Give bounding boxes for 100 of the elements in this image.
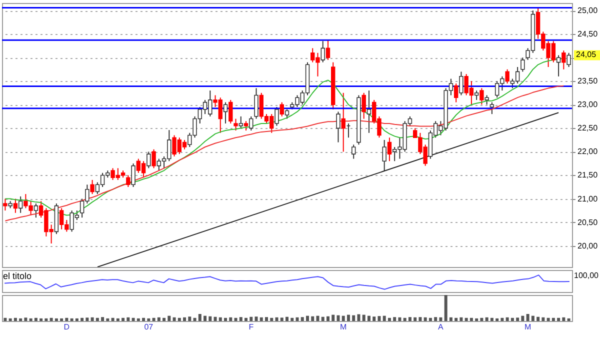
y-tick-label: 25,00: [578, 6, 598, 16]
candlestick: [352, 144, 356, 160]
x-tick-label: F: [248, 322, 254, 332]
bar: [250, 316, 253, 321]
bar: [496, 318, 499, 321]
bar: [388, 318, 391, 321]
bar: [4, 318, 7, 321]
bar: [510, 318, 514, 321]
x-tick-label: M: [340, 322, 348, 332]
bar: [424, 317, 427, 321]
bar: [475, 318, 478, 321]
bar: [183, 317, 186, 321]
bar: [321, 316, 324, 321]
bar: [311, 316, 314, 321]
candlestick: [566, 52, 571, 68]
bar: [393, 317, 396, 321]
bar: [80, 318, 84, 321]
bar: [254, 316, 258, 321]
bar: [111, 318, 114, 321]
bar: [470, 318, 473, 321]
candlestick: [152, 148, 156, 169]
bar: [168, 316, 171, 321]
bar: [96, 318, 99, 321]
bar: [439, 317, 442, 321]
candlestick: [34, 202, 38, 218]
bar: [460, 317, 463, 321]
bar: [428, 318, 432, 321]
candlestick: [336, 111, 340, 143]
y-tick-label: 21,00: [578, 194, 598, 204]
bar: [152, 318, 156, 321]
bar: [280, 318, 284, 321]
candlestick: [280, 102, 284, 117]
bar: [132, 318, 135, 321]
bar: [265, 317, 268, 321]
candlestick: [382, 139, 386, 172]
x-tick-label: A: [438, 322, 444, 332]
bar: [418, 317, 422, 321]
candlestick: [18, 196, 23, 214]
bar: [136, 318, 140, 321]
candlestick: [459, 71, 464, 96]
y-tick-label: 24,50: [578, 30, 598, 39]
x-tick-label: 07: [144, 322, 154, 332]
bar: [172, 317, 176, 321]
bar: [372, 316, 376, 321]
y-tick-label: 23,50: [578, 76, 598, 86]
bar: [270, 318, 274, 321]
bar: [336, 315, 340, 321]
candlestick: [13, 198, 18, 214]
bar: [296, 317, 299, 321]
bar: [29, 318, 32, 321]
bar: [101, 317, 104, 321]
candlestick: [474, 90, 479, 100]
bar: [536, 316, 540, 321]
bar: [106, 318, 110, 321]
bar: [342, 316, 345, 321]
bar: [65, 318, 68, 321]
bar: [485, 317, 488, 321]
bar: [367, 316, 370, 321]
candlestick: [520, 57, 525, 72]
candlestick: [223, 102, 228, 124]
bar: [290, 318, 294, 321]
candlestick: [366, 90, 372, 134]
candlestick: [146, 151, 151, 169]
candlestick: [254, 88, 258, 120]
candlestick: [249, 116, 254, 132]
candlestick: [126, 174, 130, 188]
bar: [286, 316, 288, 321]
candlestick: [274, 106, 279, 126]
bar: [86, 318, 89, 321]
bar: [326, 316, 330, 321]
y-tick-label: 20,50: [578, 218, 598, 227]
bar: [362, 314, 366, 321]
bar: [162, 318, 166, 321]
bar: [60, 318, 64, 321]
bar: [398, 317, 402, 321]
bar: [332, 314, 335, 321]
bar: [244, 318, 248, 321]
bar: [403, 318, 406, 321]
bar: [346, 314, 350, 321]
bar: [229, 317, 232, 321]
bar: [198, 314, 202, 321]
bar: [382, 316, 386, 321]
bar: [122, 318, 125, 321]
bar: [357, 314, 360, 321]
bar: [24, 318, 28, 321]
candlestick: [238, 116, 243, 129]
bar: [239, 317, 242, 321]
candlestick: [341, 92, 346, 152]
bar: [147, 318, 150, 321]
y-tick-label: 21,50: [578, 170, 598, 180]
bar: [546, 318, 550, 321]
candlestick: [284, 108, 290, 120]
bar: [178, 318, 181, 321]
candlestick: [454, 82, 458, 103]
candlestick: [234, 118, 238, 132]
bar: [142, 318, 146, 321]
x-tick-label: D: [64, 322, 70, 332]
candlestick: [244, 120, 248, 132]
bar: [214, 316, 217, 321]
bar: [157, 317, 160, 321]
